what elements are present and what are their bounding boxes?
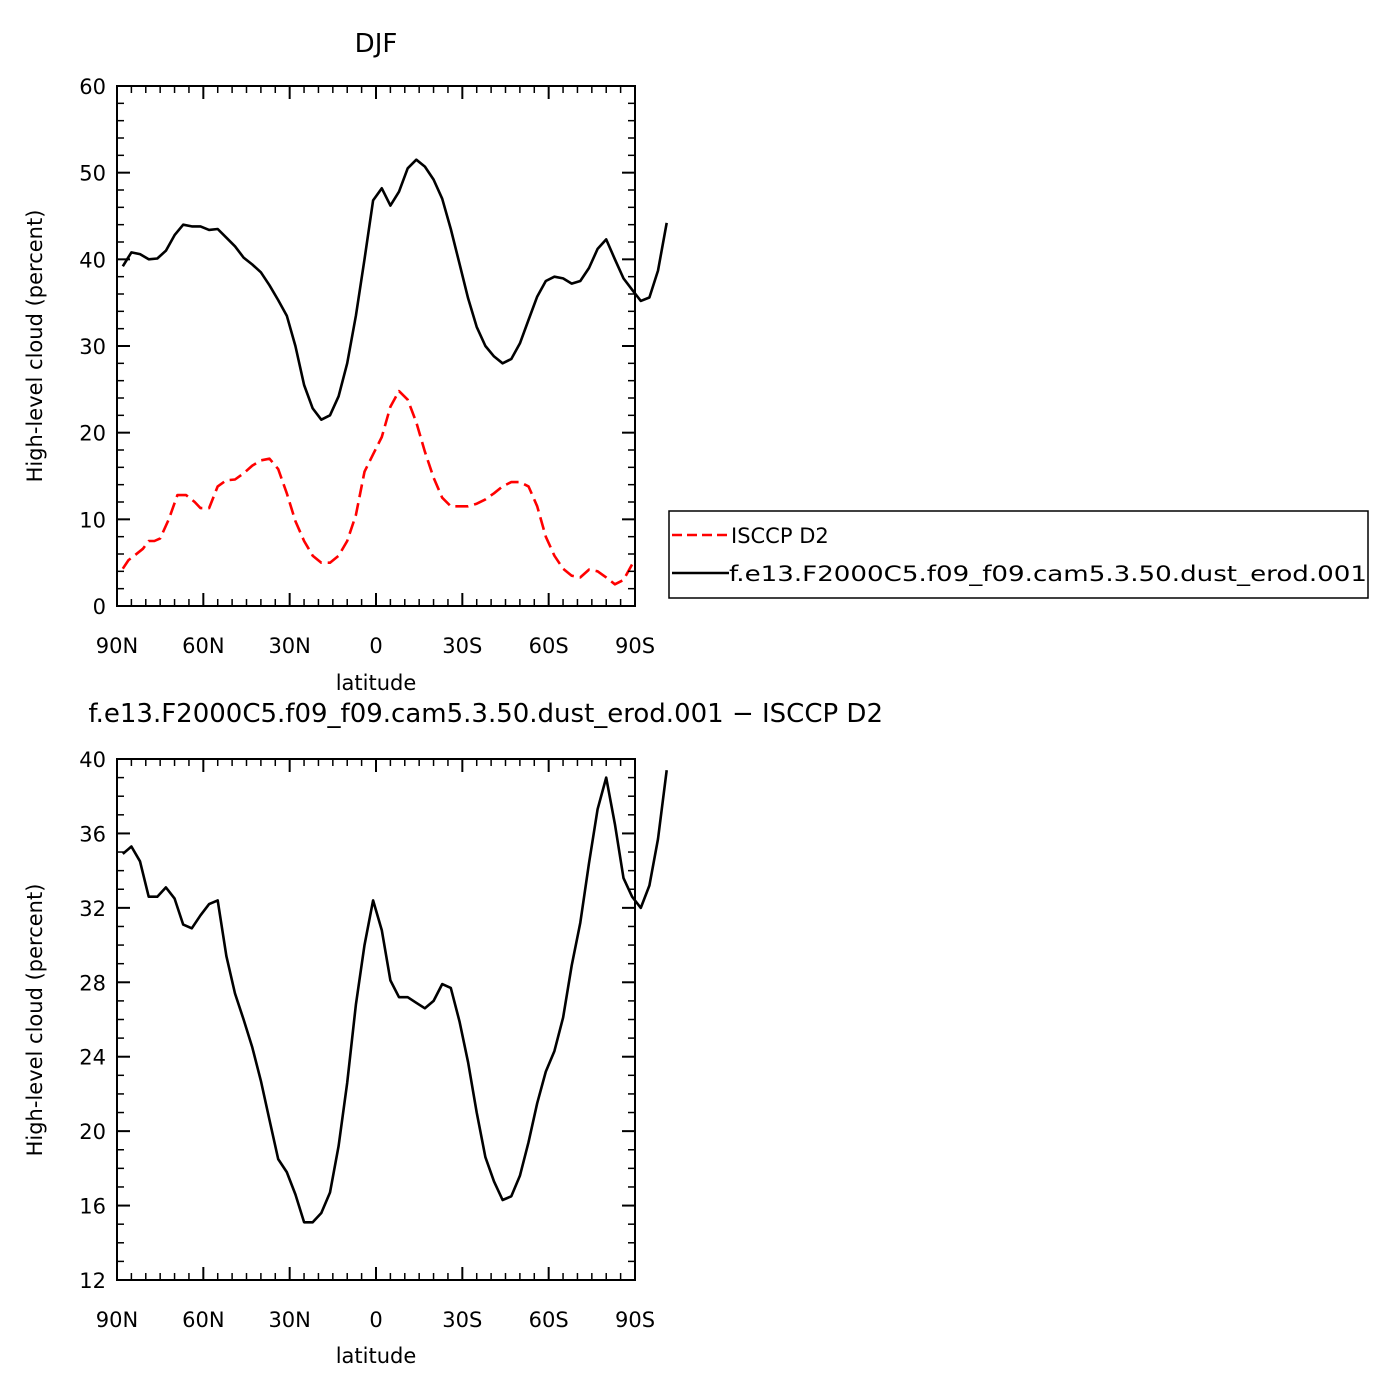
top-panel-title: DJF bbox=[355, 29, 398, 59]
bottom-panel-y-tick-label: 40 bbox=[79, 748, 106, 772]
top-panel-y-tick-label: 10 bbox=[79, 508, 106, 532]
bottom-panel-x-tick-label: 30S bbox=[442, 1308, 482, 1332]
top-panel-series bbox=[121, 158, 668, 586]
bottom-panel-series-line-0 bbox=[121, 770, 668, 1224]
bottom-panel: f.e13.F2000C5.f09_f09.cam5.3.50.dust_ero… bbox=[23, 699, 883, 1368]
top-panel-y-tick-label: 50 bbox=[79, 162, 106, 186]
bottom-panel-x-tick-label: 90N bbox=[96, 1308, 138, 1332]
bottom-panel-y-tick-label: 12 bbox=[79, 1269, 106, 1293]
bottom-panel-x-axis-label: latitude bbox=[336, 1344, 417, 1368]
bottom-panel-x-tick-label: 60S bbox=[529, 1308, 569, 1332]
bottom-panel-y-axis-label: High-level cloud (percent) bbox=[23, 884, 47, 1157]
top-panel-y-tick-label: 0 bbox=[93, 595, 106, 619]
bottom-panel-y-tick-label: 36 bbox=[79, 822, 106, 846]
top-panel: DJF 90N 60N 30N 0 30S 60S 90S 0 10 20 30 40 50 60 lat… bbox=[23, 29, 668, 695]
bottom-panel-title: f.e13.F2000C5.f09_f09.cam5.3.50.dust_ero… bbox=[88, 699, 883, 729]
top-panel-plot-frame bbox=[116, 85, 636, 607]
top-panel-x-tick-label: 0 bbox=[369, 634, 382, 658]
bottom-panel-x-tick-label: 60N bbox=[182, 1308, 224, 1332]
top-panel-series-line-0 bbox=[121, 389, 634, 586]
bottom-panel-x-tick-label: 0 bbox=[369, 1308, 382, 1332]
bottom-panel-series bbox=[121, 770, 668, 1224]
top-panel-x-tick-label: 30N bbox=[268, 634, 310, 658]
top-panel-x-tick-label: 90S bbox=[615, 634, 655, 658]
bottom-panel-y-tick-label: 32 bbox=[79, 897, 106, 921]
top-panel-y-tick-label: 60 bbox=[79, 75, 106, 99]
bottom-panel-x-tick-label: 30N bbox=[268, 1308, 310, 1332]
top-panel-x-tick-label: 60N bbox=[182, 634, 224, 658]
top-panel-x-tick-label: 90N bbox=[96, 634, 138, 658]
top-panel-x-axis-label: latitude bbox=[336, 671, 417, 695]
top-panel-x-tick-label: 30S bbox=[442, 634, 482, 658]
top-panel-y-tick-label: 30 bbox=[79, 335, 106, 359]
bottom-panel-ticks: 90N 60N 30N 0 30S 60S 90S 12 16 20 24 28 32 36 40 bbox=[79, 748, 655, 1332]
bottom-panel-x-tick-label: 90S bbox=[615, 1308, 655, 1332]
top-panel-y-tick-label: 20 bbox=[79, 422, 106, 446]
top-panel-x-tick-label: 60S bbox=[529, 634, 569, 658]
bottom-panel-y-tick-label: 28 bbox=[79, 971, 106, 995]
top-panel-ticks: 90N 60N 30N 0 30S 60S 90S 0 10 20 30 40 50 60 bbox=[79, 75, 655, 658]
bottom-panel-y-tick-label: 24 bbox=[79, 1046, 106, 1070]
top-panel-series-line-1 bbox=[121, 158, 668, 421]
legend-label-model: f.e13.F2000C5.f09_f09.cam5.3.50.dust_ero… bbox=[729, 562, 1367, 587]
legend-label-isccp: ISCCP D2 bbox=[731, 524, 829, 548]
top-panel-y-axis-label: High-level cloud (percent) bbox=[23, 210, 47, 483]
top-panel-y-tick-label: 40 bbox=[79, 248, 106, 272]
legend: ISCCP D2 f.e13.F2000C5.f09_f09.cam5.3.50… bbox=[668, 510, 1369, 599]
bottom-panel-y-tick-label: 20 bbox=[79, 1120, 106, 1144]
bottom-panel-y-tick-label: 16 bbox=[79, 1195, 106, 1219]
bottom-panel-plot-frame bbox=[116, 758, 636, 1281]
legend-box bbox=[668, 510, 1369, 599]
